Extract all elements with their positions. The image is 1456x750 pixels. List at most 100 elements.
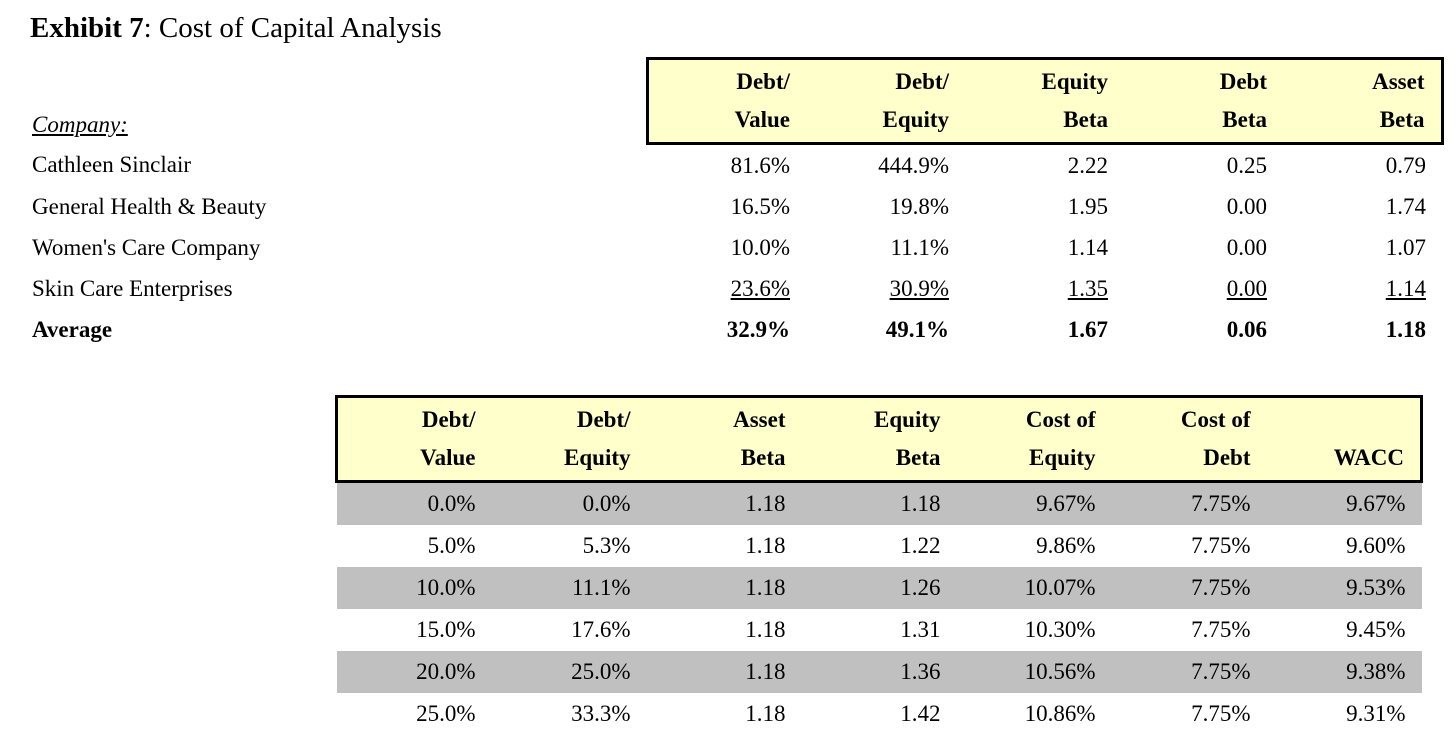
debt-beta-cell: 0.06 [1226,316,1267,342]
wacc-row: 25.0% 33.3% 1.18 1.42 10.86% 7.75% 9.31% [337,693,1422,735]
cost-of-debt-cell: 7.75% [1191,701,1251,726]
company-header-label: Company: [32,111,128,137]
header-line-2: Value [420,445,476,470]
debt-equity-cell: 25.0% [491,651,647,693]
header-line-1: Equity [874,407,941,432]
cost-of-debt-cell: 7.75% [1191,617,1251,642]
debt-equity-cell: 11.1% [491,567,647,609]
wacc-header-row: Debt/ Value Debt/ Equity Asset Beta Equi… [335,395,1423,483]
header-line-2: Beta [895,445,941,470]
asset-beta-cell: 1.74 [1385,193,1426,219]
equity-beta-cell: 1.31 [900,617,941,642]
cost-of-equity-cell: 10.07% [956,567,1112,609]
debt-value-cell: 10.0% [730,234,790,260]
asset-beta-cell: 1.18 [745,617,786,642]
equity-beta-cell: 1.22 [900,533,941,558]
company-column-header: Company: [30,59,647,144]
header-line-1: Debt/ [736,69,790,94]
col-header-debt-value: Debt/ Value [645,57,806,145]
debt-value-cell: 23.6% [730,275,790,301]
col-header-debt-equity: Debt/ Equity [806,57,965,145]
header-line-2: Equity [564,445,631,470]
col-header-wacc: WACC [1266,395,1423,483]
col-header-debt-beta: Debt Beta [1124,57,1283,145]
debt-equity-cell: 33.3% [571,701,631,726]
asset-beta-cell: 1.14 [1385,275,1426,301]
debt-beta-cell: 0.00 [1226,234,1267,260]
header-line-2: Beta [1063,107,1108,132]
wacc-cell: 9.38% [1266,651,1422,693]
wacc-cell: 9.45% [1346,617,1406,642]
header-line-2: Equity [882,107,949,132]
cost-of-equity-cell: 10.30% [1024,617,1096,642]
header-line-1: Debt/ [895,69,949,94]
header-line-1: Cost of [1025,407,1096,432]
cost-of-equity-cell: 10.56% [956,651,1112,693]
equity-beta-cell: 1.42 [900,701,941,726]
header-line-2: Equity [1029,445,1096,470]
col-header-debt-equity: Debt/ Equity [491,395,647,483]
equity-beta-cell: 1.26 [801,567,957,609]
comparables-header-row: Company: Debt/ Value Debt/ Equity Equity… [30,57,1444,145]
header-line-2: WACC [1333,445,1404,470]
debt-value-cell: 81.6% [730,152,790,178]
title-text: : Cost of Capital Analysis [143,12,442,44]
col-header-asset-beta: Asset Beta [646,395,802,483]
debt-equity-cell: 5.3% [582,533,631,558]
wacc-cell: 9.60% [1346,533,1406,558]
col-header-cost-of-debt: Cost of Debt [1111,395,1267,483]
header-line-2: Value [734,107,790,132]
cost-of-debt-cell: 7.75% [1111,481,1267,525]
debt-equity-cell: 11.1% [890,234,949,260]
company-row: General Health & Beauty 16.5% 19.8% 1.95… [30,186,1442,227]
col-header-equity-beta: Equity Beta [801,395,957,483]
cost-of-equity-cell: 10.86% [1024,701,1096,726]
asset-beta-cell: 1.07 [1385,234,1426,260]
cost-of-debt-cell: 7.75% [1191,533,1251,558]
wacc-row: 20.0% 25.0% 1.18 1.36 10.56% 7.75% 9.38% [336,651,1422,693]
asset-beta-cell: 1.18 [745,533,786,558]
header-line-2: Beta [740,445,786,470]
equity-beta-cell: 2.22 [1067,152,1108,178]
debt-equity-cell: 49.1% [885,316,949,342]
wacc-row: 15.0% 17.6% 1.18 1.31 10.30% 7.75% 9.45% [337,609,1422,651]
wacc-cell: 9.31% [1346,701,1406,726]
equity-beta-cell: 1.35 [1067,275,1108,301]
debt-value-cell: 20.0% [336,651,492,693]
debt-equity-cell: 444.9% [878,152,949,178]
debt-value-cell: 16.5% [730,193,790,219]
asset-beta-cell: 1.18 [646,651,802,693]
debt-beta-cell: 0.00 [1226,275,1267,301]
header-line-1: Debt [1219,69,1267,94]
header-line-2: Beta [1379,107,1425,132]
asset-beta-cell: 1.18 [646,481,802,525]
company-row: Cathleen Sinclair 81.6% 444.9% 2.22 0.25… [30,144,1442,187]
col-header-equity-beta: Equity Beta [965,57,1124,145]
company-name: Women's Care Company [32,234,261,260]
asset-beta-cell: 1.18 [646,567,802,609]
exhibit-number-label: Exhibit 7 [30,12,144,44]
wacc-row: 10.0% 11.1% 1.18 1.26 10.07% 7.75% 9.53% [336,567,1422,609]
wacc-cell: 9.53% [1266,567,1422,609]
wacc-cell: 9.67% [1266,481,1422,525]
debt-value-cell: 32.9% [726,316,790,342]
average-row: Average 32.9% 49.1% 1.67 0.06 1.18 [30,309,1442,350]
header-line-1: Debt/ [421,407,476,432]
company-name: Cathleen Sinclair [32,151,192,177]
page-title: Exhibit 7: Cost of Capital Analysis [30,12,442,45]
debt-value-cell: 10.0% [336,567,492,609]
average-label: Average [32,316,113,342]
header-line-2: Debt [1203,445,1251,470]
equity-beta-cell: 1.36 [801,651,957,693]
wacc-table: Debt/ Value Debt/ Equity Asset Beta Equi… [335,395,1423,735]
equity-beta-cell: 1.67 [1067,316,1108,342]
cost-of-debt-cell: 7.75% [1111,567,1267,609]
header-line-1: Asset [733,407,786,432]
cost-of-equity-cell: 9.86% [1036,533,1096,558]
comparables-table: Company: Debt/ Value Debt/ Equity Equity… [30,57,1444,350]
header-line-1: Cost of [1180,407,1251,432]
col-header-debt-value: Debt/ Value [335,395,492,483]
asset-beta-cell: 1.18 [1385,316,1426,342]
equity-beta-cell: 1.18 [801,481,957,525]
